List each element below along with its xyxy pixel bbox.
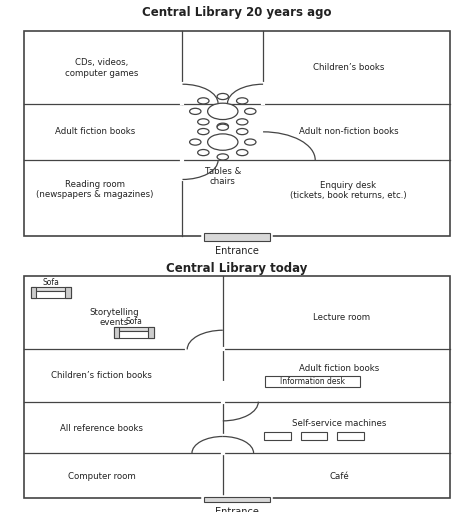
Bar [204,497,270,502]
Bar [265,376,360,387]
Text: Adult non-fiction books: Adult non-fiction books [299,127,398,136]
Text: Adult fiction books: Adult fiction books [55,127,135,136]
Circle shape [208,134,238,151]
Circle shape [237,150,248,156]
Bar [31,288,36,298]
Text: CDs, videos,
computer games: CDs, videos, computer games [65,58,138,77]
Text: Sofa: Sofa [43,278,60,287]
Circle shape [245,109,256,115]
Bar [114,327,154,331]
Circle shape [237,129,248,135]
Circle shape [190,139,201,145]
Bar [31,288,71,291]
Circle shape [198,98,209,104]
Text: Reading room
(newspapers & magazines): Reading room (newspapers & magazines) [36,180,154,199]
Text: Lecture room: Lecture room [313,313,370,322]
Bar [114,327,119,338]
Circle shape [245,139,256,145]
Text: Entrance: Entrance [215,507,259,512]
Bar [204,233,270,241]
Text: Tables &
chairs: Tables & chairs [205,167,241,186]
Bar [65,288,71,298]
Bar [24,276,450,498]
Text: Enquiry desk
(tickets, book returns, etc.): Enquiry desk (tickets, book returns, etc… [290,181,407,200]
Text: All reference books: All reference books [60,423,144,433]
Circle shape [237,98,248,104]
Circle shape [217,124,228,130]
Circle shape [190,109,201,115]
Circle shape [198,129,209,135]
Text: Computer room: Computer room [68,472,136,481]
Circle shape [237,119,248,125]
Circle shape [198,119,209,125]
Text: Self-service machines: Self-service machines [292,419,386,428]
Circle shape [217,93,228,100]
Text: Entrance: Entrance [215,246,259,256]
Text: Children’s fiction books: Children’s fiction books [52,371,152,379]
Circle shape [198,150,209,156]
Circle shape [217,123,228,130]
Text: Information desk: Information desk [280,377,346,386]
Bar [114,331,154,338]
Bar [337,432,364,440]
Bar [24,31,450,236]
Text: Café: Café [329,472,349,481]
Text: Adult fiction books: Adult fiction books [299,364,379,373]
Text: Central Library 20 years ago: Central Library 20 years ago [142,6,332,19]
Text: Sofa: Sofa [126,317,143,327]
Circle shape [217,154,228,160]
Text: Children’s books: Children’s books [313,63,384,72]
Bar [148,327,154,338]
Text: Storytelling
events: Storytelling events [89,308,138,327]
Text: Central Library today: Central Library today [166,262,308,275]
Bar [264,432,291,440]
Circle shape [208,103,238,120]
Bar [301,432,327,440]
Bar [31,291,71,298]
